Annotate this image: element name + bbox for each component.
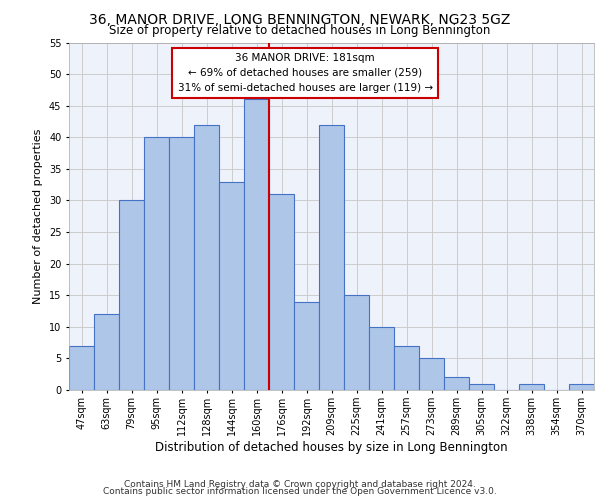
Bar bbox=[344, 295, 369, 390]
Bar bbox=[269, 194, 294, 390]
Text: Contains HM Land Registry data © Crown copyright and database right 2024.: Contains HM Land Registry data © Crown c… bbox=[124, 480, 476, 489]
Bar bbox=[194, 124, 219, 390]
Bar bbox=[319, 124, 344, 390]
Bar bbox=[394, 346, 419, 390]
Bar bbox=[444, 378, 469, 390]
Text: Size of property relative to detached houses in Long Bennington: Size of property relative to detached ho… bbox=[109, 24, 491, 37]
Bar bbox=[144, 138, 169, 390]
Bar bbox=[369, 327, 394, 390]
Bar bbox=[569, 384, 594, 390]
X-axis label: Distribution of detached houses by size in Long Bennington: Distribution of detached houses by size … bbox=[155, 440, 508, 454]
Bar bbox=[69, 346, 94, 390]
Bar bbox=[294, 302, 319, 390]
Bar bbox=[94, 314, 119, 390]
Bar bbox=[244, 100, 269, 390]
Bar bbox=[469, 384, 494, 390]
Text: 36 MANOR DRIVE: 181sqm
← 69% of detached houses are smaller (259)
31% of semi-de: 36 MANOR DRIVE: 181sqm ← 69% of detached… bbox=[178, 53, 433, 92]
Bar bbox=[119, 200, 144, 390]
Text: Contains public sector information licensed under the Open Government Licence v3: Contains public sector information licen… bbox=[103, 487, 497, 496]
Bar bbox=[169, 138, 194, 390]
Text: 36, MANOR DRIVE, LONG BENNINGTON, NEWARK, NG23 5GZ: 36, MANOR DRIVE, LONG BENNINGTON, NEWARK… bbox=[89, 12, 511, 26]
Bar bbox=[519, 384, 544, 390]
Y-axis label: Number of detached properties: Number of detached properties bbox=[34, 128, 43, 304]
Bar bbox=[419, 358, 444, 390]
Bar bbox=[219, 182, 244, 390]
